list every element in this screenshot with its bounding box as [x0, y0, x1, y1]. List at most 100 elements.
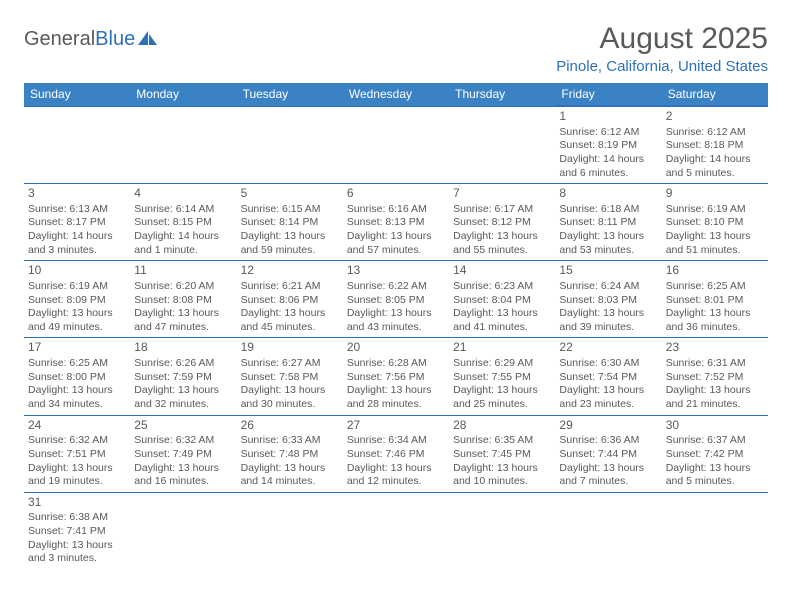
day-detail-line: Sunset: 7:49 PM: [134, 448, 232, 462]
day-detail-line: Sunset: 7:59 PM: [134, 371, 232, 385]
day-number: 9: [666, 186, 764, 202]
day-detail-line: Sunset: 8:15 PM: [134, 216, 232, 230]
day-number: 5: [241, 186, 339, 202]
day-detail-line: Sunset: 8:13 PM: [347, 216, 445, 230]
calendar-day-cell: 4Sunrise: 6:14 AMSunset: 8:15 PMDaylight…: [130, 184, 236, 261]
day-number: 3: [28, 186, 126, 202]
header: GeneralBlue August 2025 Pinole, Californ…: [24, 22, 768, 75]
day-detail-line: and 47 minutes.: [134, 321, 232, 335]
calendar-empty-cell: [237, 106, 343, 184]
calendar-week-row: 24Sunrise: 6:32 AMSunset: 7:51 PMDayligh…: [24, 415, 768, 492]
weekday-header: Sunday: [24, 83, 130, 106]
day-detail-line: Sunset: 7:48 PM: [241, 448, 339, 462]
day-number: 8: [559, 186, 657, 202]
calendar-day-cell: 5Sunrise: 6:15 AMSunset: 8:14 PMDaylight…: [237, 184, 343, 261]
calendar-day-cell: 18Sunrise: 6:26 AMSunset: 7:59 PMDayligh…: [130, 338, 236, 415]
calendar-day-cell: 2Sunrise: 6:12 AMSunset: 8:18 PMDaylight…: [662, 106, 768, 184]
day-detail-line: and 3 minutes.: [28, 244, 126, 258]
calendar-day-cell: 21Sunrise: 6:29 AMSunset: 7:55 PMDayligh…: [449, 338, 555, 415]
calendar-day-cell: 7Sunrise: 6:17 AMSunset: 8:12 PMDaylight…: [449, 184, 555, 261]
day-detail-line: and 43 minutes.: [347, 321, 445, 335]
day-detail-line: Sunset: 7:52 PM: [666, 371, 764, 385]
day-detail-line: Sunrise: 6:23 AM: [453, 280, 551, 294]
day-number: 15: [559, 263, 657, 279]
day-detail-line: and 28 minutes.: [347, 398, 445, 412]
calendar-empty-cell: [662, 492, 768, 569]
day-detail-line: Sunset: 8:03 PM: [559, 294, 657, 308]
day-number: 28: [453, 418, 551, 434]
day-detail-line: Sunrise: 6:26 AM: [134, 357, 232, 371]
day-detail-line: Daylight: 13 hours: [241, 230, 339, 244]
day-detail-line: and 55 minutes.: [453, 244, 551, 258]
day-detail-line: Sunset: 8:11 PM: [559, 216, 657, 230]
day-detail-line: and 21 minutes.: [666, 398, 764, 412]
calendar-day-cell: 23Sunrise: 6:31 AMSunset: 7:52 PMDayligh…: [662, 338, 768, 415]
logo: GeneralBlue: [24, 28, 158, 51]
calendar-week-row: 1Sunrise: 6:12 AMSunset: 8:19 PMDaylight…: [24, 106, 768, 184]
day-detail-line: Daylight: 13 hours: [559, 230, 657, 244]
day-detail-line: Sunset: 7:51 PM: [28, 448, 126, 462]
logo-text-2: Blue: [95, 28, 135, 51]
weekday-header: Thursday: [449, 83, 555, 106]
day-number: 6: [347, 186, 445, 202]
day-detail-line: Sunrise: 6:35 AM: [453, 434, 551, 448]
day-detail-line: Daylight: 13 hours: [28, 539, 126, 553]
day-detail-line: Daylight: 13 hours: [559, 307, 657, 321]
day-detail-line: and 34 minutes.: [28, 398, 126, 412]
calendar-day-cell: 9Sunrise: 6:19 AMSunset: 8:10 PMDaylight…: [662, 184, 768, 261]
day-number: 25: [134, 418, 232, 434]
calendar-day-cell: 20Sunrise: 6:28 AMSunset: 7:56 PMDayligh…: [343, 338, 449, 415]
day-detail-line: and 5 minutes.: [666, 475, 764, 489]
day-detail-line: Daylight: 13 hours: [559, 462, 657, 476]
weekday-header: Monday: [130, 83, 236, 106]
day-detail-line: Daylight: 13 hours: [666, 384, 764, 398]
day-detail-line: and 6 minutes.: [559, 167, 657, 181]
calendar-day-cell: 12Sunrise: 6:21 AMSunset: 8:06 PMDayligh…: [237, 261, 343, 338]
day-detail-line: Sunset: 8:12 PM: [453, 216, 551, 230]
weekday-header: Friday: [555, 83, 661, 106]
day-detail-line: Daylight: 13 hours: [666, 462, 764, 476]
calendar-empty-cell: [343, 492, 449, 569]
day-detail-line: Sunset: 7:46 PM: [347, 448, 445, 462]
calendar-day-cell: 1Sunrise: 6:12 AMSunset: 8:19 PMDaylight…: [555, 106, 661, 184]
day-detail-line: Daylight: 13 hours: [134, 384, 232, 398]
day-number: 31: [28, 495, 126, 511]
weekday-header-row: SundayMondayTuesdayWednesdayThursdayFrid…: [24, 83, 768, 106]
day-number: 7: [453, 186, 551, 202]
day-detail-line: Sunset: 8:08 PM: [134, 294, 232, 308]
calendar-empty-cell: [24, 106, 130, 184]
day-detail-line: Sunrise: 6:31 AM: [666, 357, 764, 371]
day-detail-line: Daylight: 13 hours: [28, 384, 126, 398]
calendar-day-cell: 15Sunrise: 6:24 AMSunset: 8:03 PMDayligh…: [555, 261, 661, 338]
day-detail-line: Sunset: 8:10 PM: [666, 216, 764, 230]
calendar-empty-cell: [449, 492, 555, 569]
day-detail-line: Sunrise: 6:30 AM: [559, 357, 657, 371]
day-detail-line: Sunrise: 6:29 AM: [453, 357, 551, 371]
day-detail-line: Daylight: 13 hours: [453, 462, 551, 476]
calendar-day-cell: 8Sunrise: 6:18 AMSunset: 8:11 PMDaylight…: [555, 184, 661, 261]
calendar-week-row: 17Sunrise: 6:25 AMSunset: 8:00 PMDayligh…: [24, 338, 768, 415]
day-detail-line: Sunrise: 6:15 AM: [241, 203, 339, 217]
day-detail-line: Sunset: 8:09 PM: [28, 294, 126, 308]
calendar-day-cell: 19Sunrise: 6:27 AMSunset: 7:58 PMDayligh…: [237, 338, 343, 415]
weekday-header: Wednesday: [343, 83, 449, 106]
calendar-day-cell: 13Sunrise: 6:22 AMSunset: 8:05 PMDayligh…: [343, 261, 449, 338]
calendar-day-cell: 16Sunrise: 6:25 AMSunset: 8:01 PMDayligh…: [662, 261, 768, 338]
day-detail-line: Sunrise: 6:13 AM: [28, 203, 126, 217]
calendar-empty-cell: [130, 106, 236, 184]
day-detail-line: and 16 minutes.: [134, 475, 232, 489]
day-detail-line: Daylight: 13 hours: [453, 307, 551, 321]
calendar-day-cell: 10Sunrise: 6:19 AMSunset: 8:09 PMDayligh…: [24, 261, 130, 338]
calendar-empty-cell: [449, 106, 555, 184]
day-detail-line: Sunset: 8:05 PM: [347, 294, 445, 308]
day-detail-line: Sunset: 7:44 PM: [559, 448, 657, 462]
calendar-week-row: 3Sunrise: 6:13 AMSunset: 8:17 PMDaylight…: [24, 184, 768, 261]
day-detail-line: Sunrise: 6:36 AM: [559, 434, 657, 448]
day-number: 14: [453, 263, 551, 279]
day-detail-line: Daylight: 13 hours: [347, 384, 445, 398]
day-detail-line: Daylight: 13 hours: [453, 230, 551, 244]
day-detail-line: Sunrise: 6:33 AM: [241, 434, 339, 448]
calendar-day-cell: 6Sunrise: 6:16 AMSunset: 8:13 PMDaylight…: [343, 184, 449, 261]
day-detail-line: Sunset: 7:58 PM: [241, 371, 339, 385]
day-number: 18: [134, 340, 232, 356]
